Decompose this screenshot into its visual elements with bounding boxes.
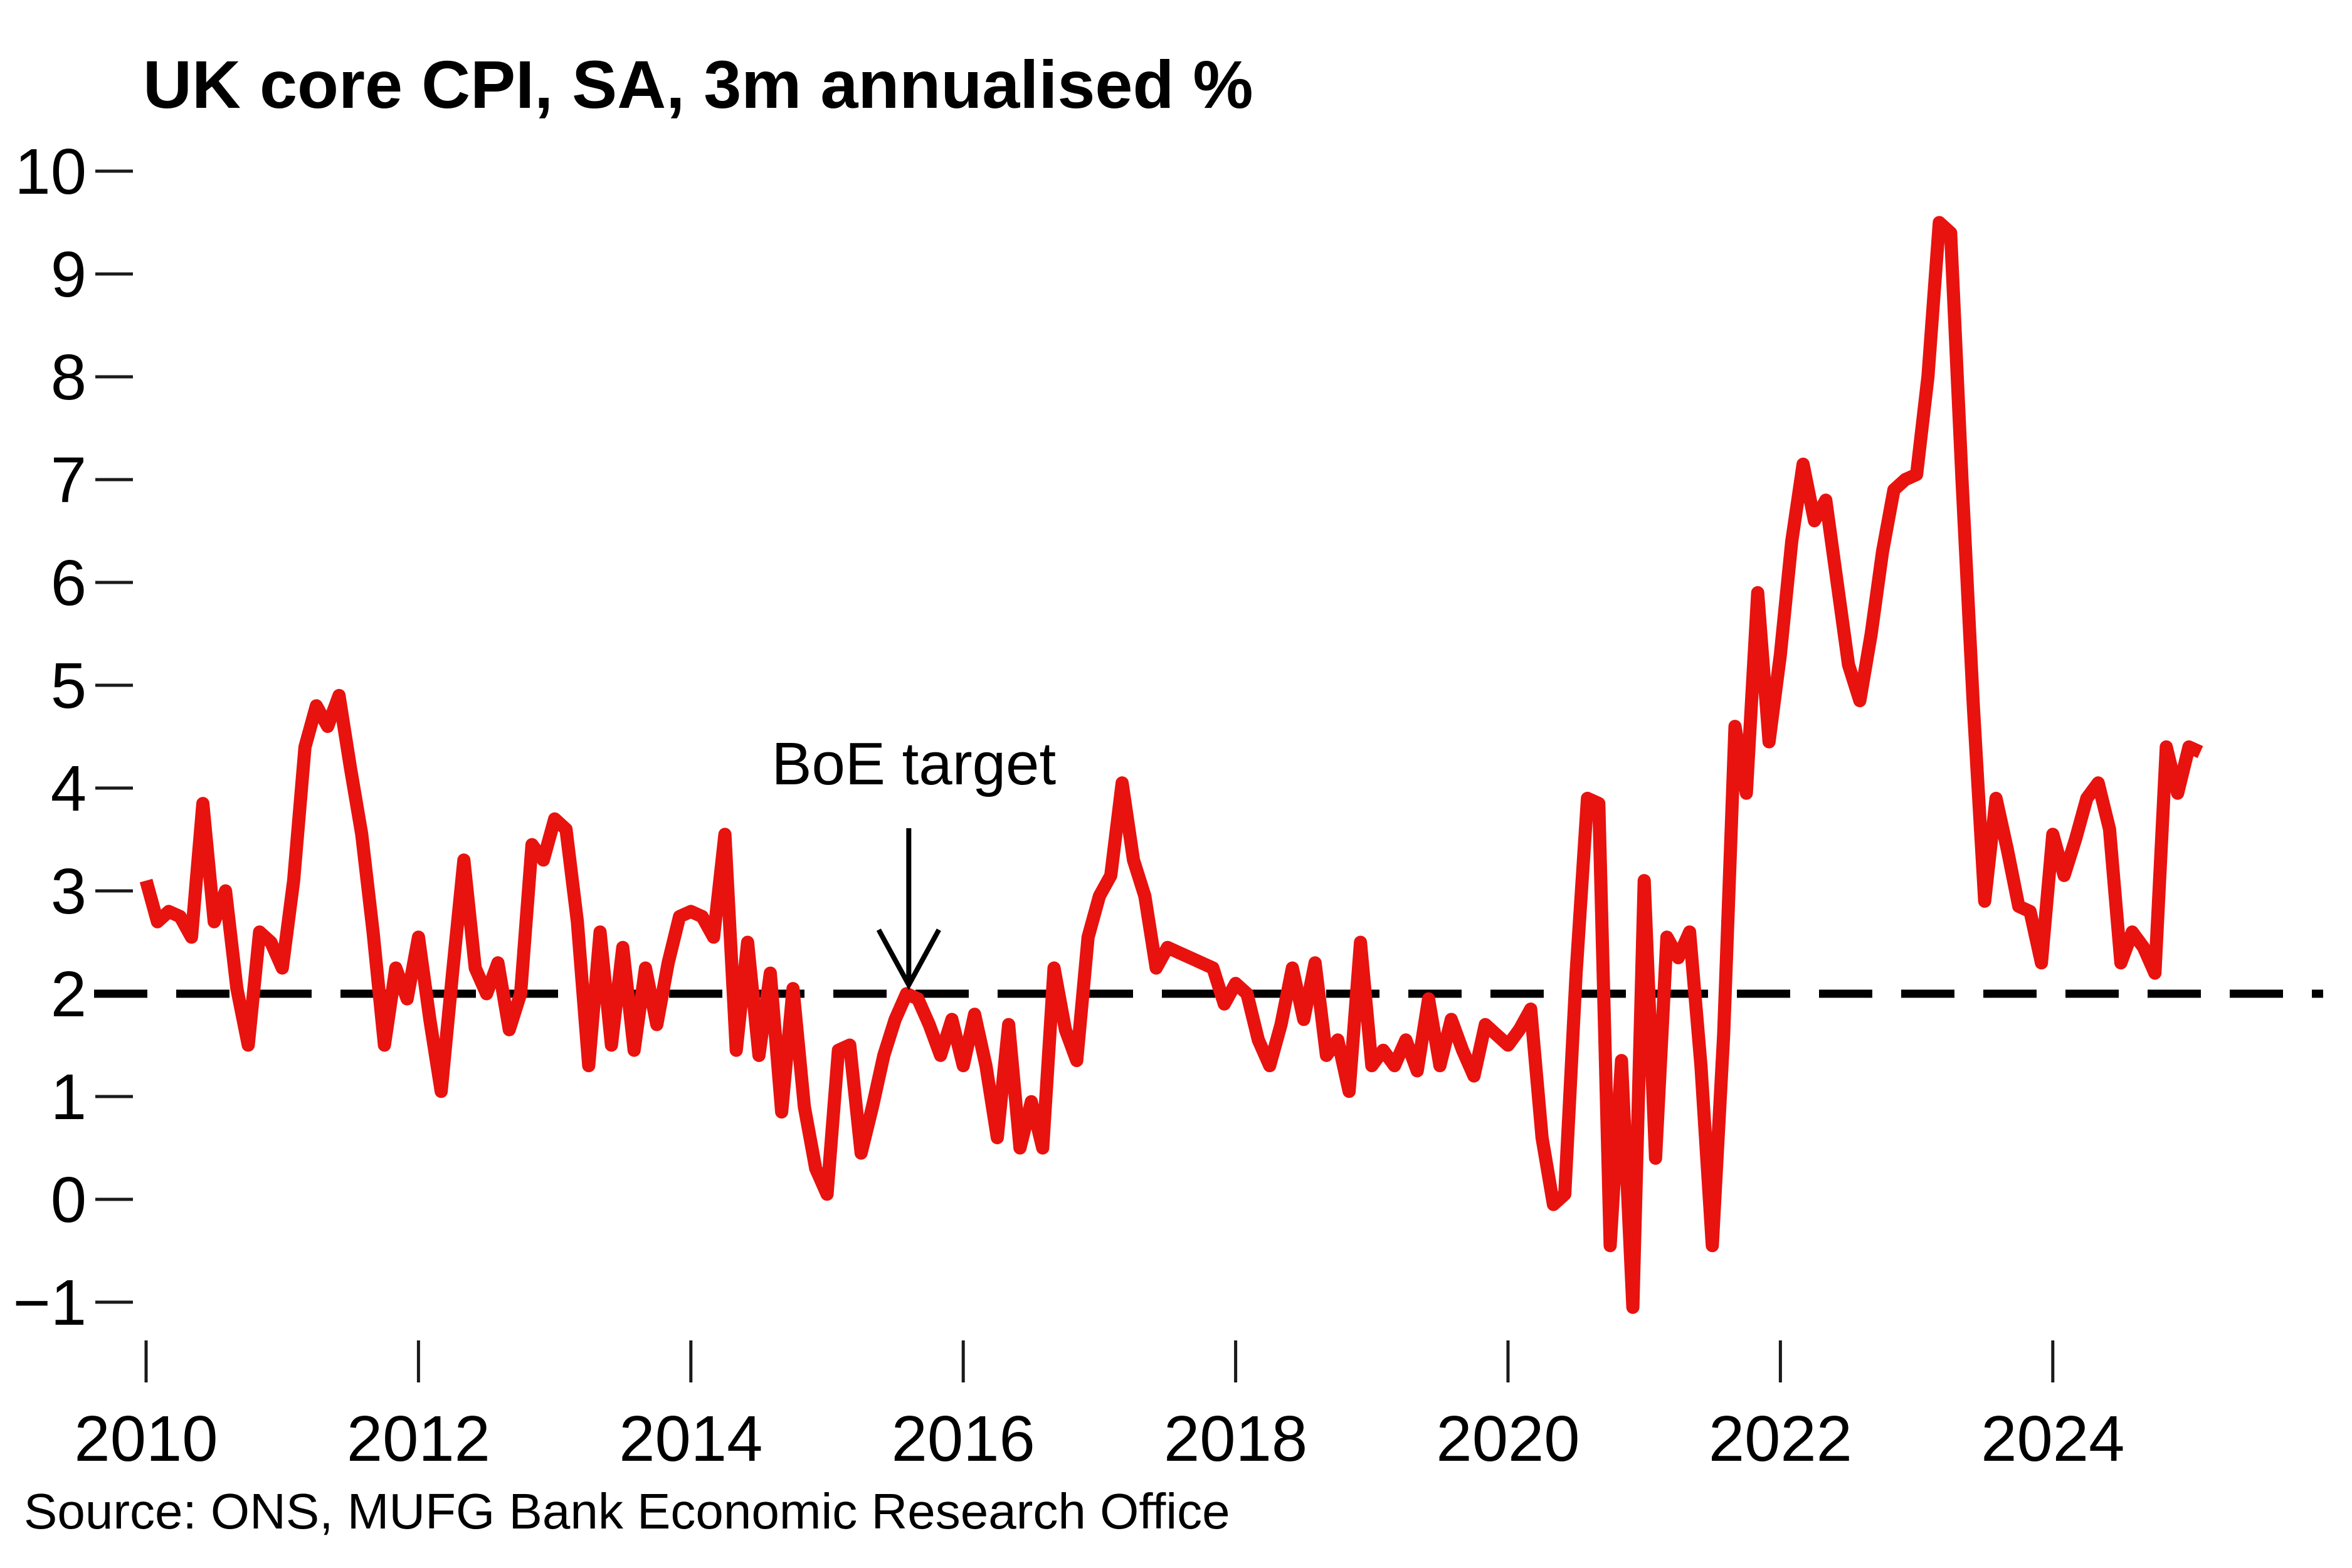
y-axis-tick-label: 5 bbox=[51, 650, 87, 722]
y-axis-tick-label: 10 bbox=[14, 135, 87, 208]
x-axis-tick-label: 2020 bbox=[1436, 1402, 1579, 1475]
y-axis-tick-label: 8 bbox=[51, 341, 87, 413]
x-axis-tick-label: 2022 bbox=[1709, 1402, 1852, 1475]
y-axis-tick-label: 1 bbox=[51, 1061, 87, 1133]
x-axis-tick-label: 2024 bbox=[1981, 1402, 2124, 1475]
y-axis-tick-label: 7 bbox=[51, 444, 87, 516]
cpi-series-line bbox=[139, 216, 2203, 1314]
y-axis-tick-label: 6 bbox=[51, 547, 87, 619]
boe-target-annotation: BoE target bbox=[772, 730, 1057, 991]
y-axis-tick-label: −1 bbox=[13, 1266, 87, 1339]
y-axis-tick-label: 0 bbox=[51, 1164, 87, 1236]
y-axis-tick-label: 2 bbox=[51, 958, 87, 1030]
boe-target-arrowhead-icon bbox=[876, 929, 941, 991]
boe-target-label: BoE target bbox=[772, 730, 1057, 797]
x-axis-tick-label: 2018 bbox=[1164, 1402, 1307, 1475]
x-axis-tick-label: 2016 bbox=[892, 1402, 1035, 1475]
x-axis-tick-label: 2012 bbox=[347, 1402, 490, 1475]
x-axis-tick-label: 2010 bbox=[74, 1402, 218, 1475]
source-note: Source: ONS, MUFG Bank Economic Research… bbox=[24, 1483, 1230, 1539]
y-axis-tick-label: 9 bbox=[51, 238, 87, 310]
x-axis: 2010 2012 2014 2016 2018 2020 2022 2024 bbox=[74, 1340, 2124, 1475]
y-axis-tick-label: 3 bbox=[51, 855, 87, 927]
x-axis-tick-label: 2014 bbox=[619, 1402, 762, 1475]
y-axis-tick-label: 4 bbox=[51, 752, 87, 824]
chart-title: UK core CPI, SA, 3m annualised % bbox=[143, 46, 1253, 122]
